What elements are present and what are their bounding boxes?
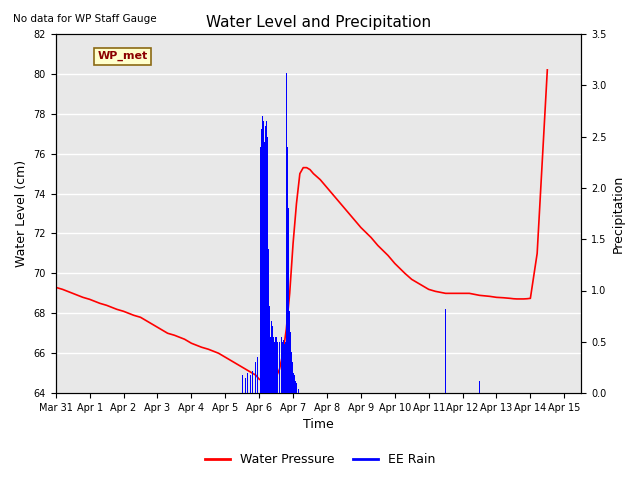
Legend: Water Pressure, EE Rain: Water Pressure, EE Rain [200, 448, 440, 471]
X-axis label: Time: Time [303, 419, 334, 432]
Text: WP_met: WP_met [98, 51, 148, 61]
Title: Water Level and Precipitation: Water Level and Precipitation [206, 15, 431, 30]
Text: No data for WP Staff Gauge: No data for WP Staff Gauge [13, 14, 156, 24]
Y-axis label: Precipitation: Precipitation [612, 174, 625, 252]
Y-axis label: Water Level (cm): Water Level (cm) [15, 160, 28, 267]
